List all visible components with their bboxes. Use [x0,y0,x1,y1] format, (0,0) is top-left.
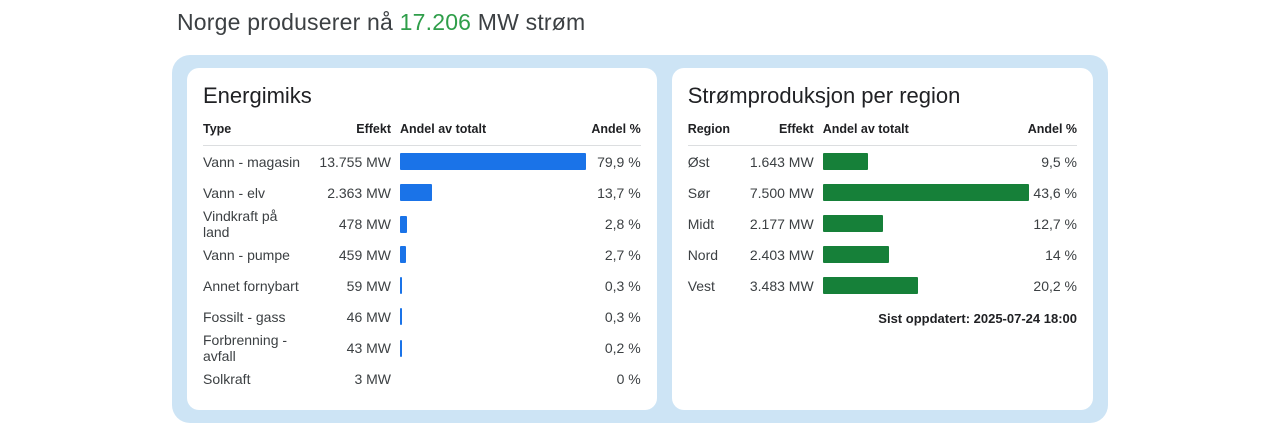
row-bar-cell [814,184,1029,201]
row-bar-cell [814,215,1028,232]
row-effekt-value: 59 MW [346,277,391,294]
row-bar-cell [391,153,590,170]
row-label: Fossilt - gass [203,308,286,325]
row-label: Vann - pumpe [203,246,290,263]
table-row: Øst 1.643 MW 9,5 % [688,146,1077,177]
column-header-type: Type [203,122,232,136]
table-row: Vindkraft på land 478 MW 2,8 % [203,208,641,240]
column-header-andel-pct: Andel % [591,122,641,136]
row-bar-cell [814,277,1028,294]
row-effekt-value: 13.755 MW [319,153,391,170]
row-percent-value: 0 % [616,370,641,387]
region-table-header: Region Effekt Andel av totalt Andel % [687,122,1077,146]
row-label: Øst [687,153,710,170]
row-label: Nord [687,246,719,263]
column-header-andel-av-totalt: Andel av totalt [822,122,909,136]
row-bar-cell [814,153,1028,170]
row-effekt-value: 7.500 MW [749,184,814,201]
row-percent-value: 2,8 % [604,216,641,232]
row-percent-value: 43,6 % [1033,184,1077,201]
row-bar-cell [391,184,590,201]
bar [400,339,402,357]
column-header-effekt: Effekt [778,122,814,136]
table-row: Fossilt - gass 46 MW 0,3 % [203,301,641,332]
last-updated-text: Sist oppdatert: 2025-07-24 18:00 [878,311,1077,326]
row-label: Vann - magasin [203,153,301,170]
row-percent-value: 2,7 % [604,246,641,263]
region-card-title: Strømproduksjon per region [687,83,961,108]
row-label: Vann - elv [203,184,265,201]
energimiks-card: Energimiks Type Effekt Andel av totalt A… [187,68,657,410]
row-bar-cell [391,246,590,263]
row-bar-cell [391,277,590,294]
row-percent-value: 0,3 % [604,277,641,294]
table-row: Sør 7.500 MW 43,6 % [688,177,1077,208]
row-percent-value: 20,2 % [1033,277,1077,294]
bar [822,215,883,232]
column-header-region: Region [687,122,731,136]
table-row: Vann - pumpe 459 MW 2,7 % [203,239,641,270]
bar [822,153,868,170]
bar [822,277,919,294]
row-label: Vindkraft på land [203,208,278,240]
table-row: Vann - elv 2.363 MW 13,7 % [203,177,641,208]
row-percent-value: 13,7 % [597,184,641,201]
row-percent-value: 0,3 % [604,308,641,325]
bar [400,184,432,201]
row-effekt-value: 2.177 MW [749,215,814,232]
bar [400,246,407,263]
table-row: Vann - magasin 13.755 MW 79,9 % [203,146,641,177]
table-row: Annet fornybart 59 MW 0,3 % [203,270,641,301]
region-card: Strømproduksjon per region Region Effekt… [671,68,1093,410]
energimiks-table-header: Type Effekt Andel av totalt Andel % [203,122,641,146]
current-production-value: 17.206 [399,9,472,35]
region-table-body: Øst 1.643 MW 9,5 % Sør 7.500 MW 43,6 % M… [688,146,1077,301]
row-percent-value: 12,7 % [1033,215,1077,232]
table-row: Forbrenning - avfall 43 MW 0,2 % [203,332,641,364]
page-title: Norge produserer nå 17.206 MW strøm [172,9,1280,36]
row-effekt-value: 46 MW [346,308,391,325]
row-effekt-value: 459 MW [338,246,391,263]
row-label: Forbrenning - avfall [203,332,288,364]
bar [400,308,402,325]
dashboard-panel: Energimiks Type Effekt Andel av totalt A… [172,55,1108,423]
bar [822,246,889,263]
bar [400,153,586,170]
row-percent-value: 0,2 % [604,340,641,356]
bar [400,215,407,233]
row-bar-cell [391,308,590,325]
bar [822,184,1029,201]
row-label: Vest [687,277,715,294]
row-label: Annet fornybart [203,277,299,294]
row-label: Sør [687,184,711,201]
table-row: Midt 2.177 MW 12,7 % [688,208,1077,239]
row-effekt-value: 43 MW [346,340,391,356]
row-percent-value: 14 % [1045,246,1077,263]
table-row: Nord 2.403 MW 14 % [688,239,1077,270]
page-title-suffix: MW strøm [471,9,586,35]
row-percent-value: 9,5 % [1041,153,1077,170]
row-percent-value: 79,9 % [597,153,641,170]
row-effekt-value: 3.483 MW [749,277,814,294]
column-header-andel-av-totalt: Andel av totalt [400,122,487,136]
column-header-effekt: Effekt [356,122,391,136]
row-effekt-value: 2.403 MW [749,246,814,263]
energimiks-table-body: Vann - magasin 13.755 MW 79,9 % Vann - e… [203,146,641,394]
bar [400,277,402,294]
row-effekt-value: 3 MW [354,370,391,387]
row-bar-cell [391,215,590,233]
row-label: Solkraft [203,370,251,387]
row-label: Midt [687,215,715,232]
table-row: Solkraft 3 MW 0 % [203,363,641,394]
row-effekt-value: 2.363 MW [327,184,391,201]
row-bar-cell [814,246,1028,263]
page-title-prefix: Norge produserer nå [177,9,400,35]
row-bar-cell [391,339,590,357]
row-effekt-value: 478 MW [338,216,391,232]
energimiks-card-title: Energimiks [203,83,312,108]
row-effekt-value: 1.643 MW [749,153,814,170]
table-row: Vest 3.483 MW 20,2 % [688,270,1077,301]
column-header-andel-pct: Andel % [1027,122,1077,136]
